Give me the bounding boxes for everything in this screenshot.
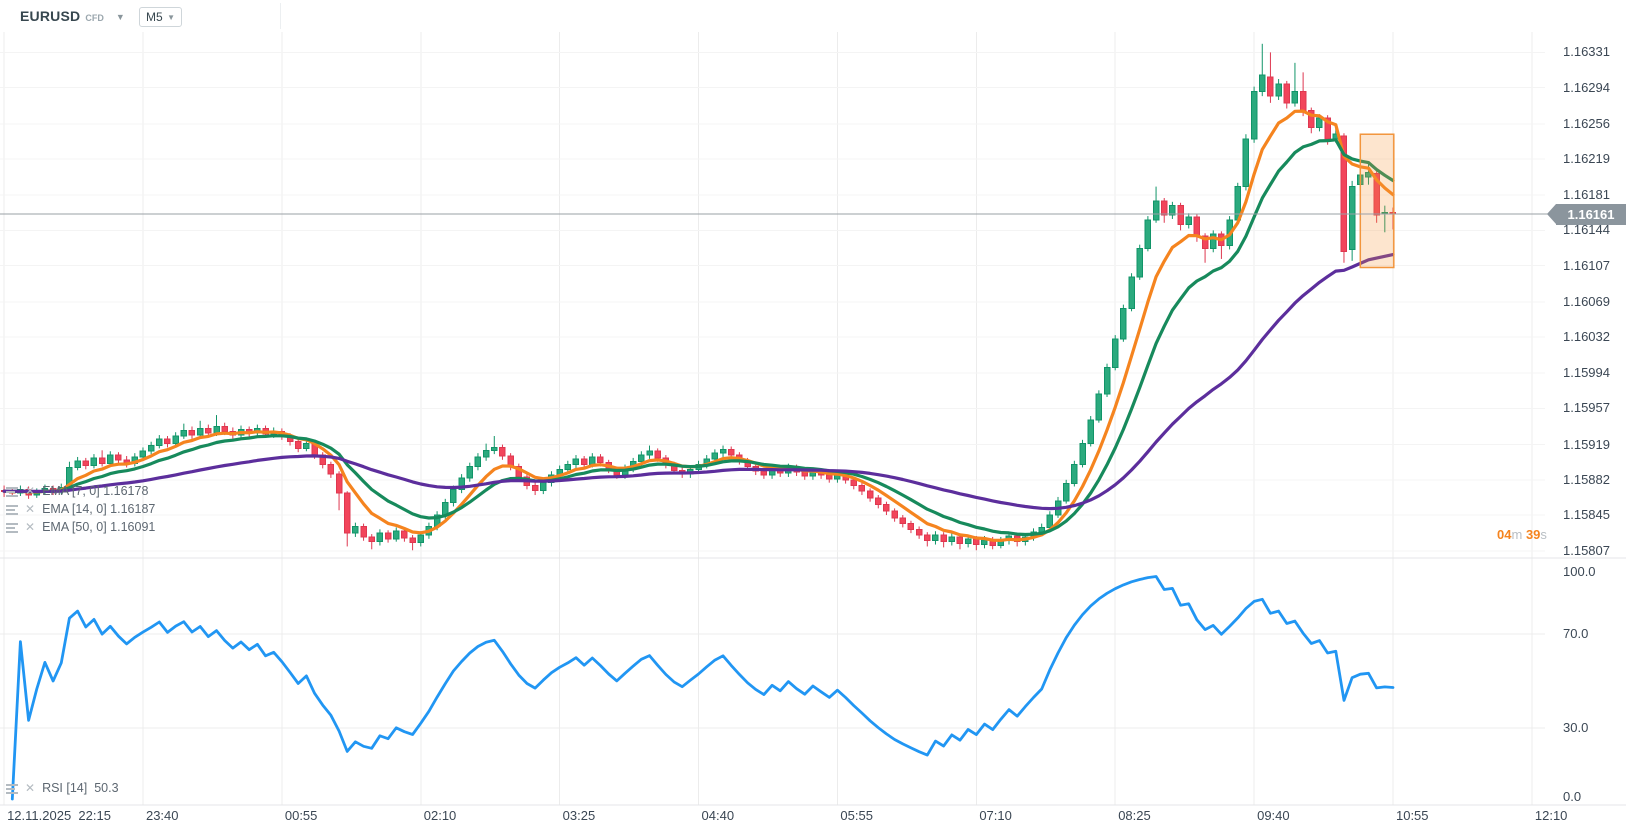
ema14-legend: ✕ EMA [14, 0] 1.16187: [6, 501, 155, 517]
indicator-settings-icon[interactable]: [6, 485, 20, 497]
candle-countdown: 04m 39s: [1497, 527, 1547, 542]
timeframe-label: M5: [146, 10, 163, 24]
indicator-close-icon[interactable]: ✕: [25, 520, 36, 534]
toolbar-divider: [280, 3, 281, 29]
top-bar: EURUSD CFD ▼ M5 ▼: [0, 0, 1626, 32]
current-price-tag: 1.16161: [1547, 204, 1626, 225]
indicator-label: EMA [14, 0] 1.16187: [42, 502, 156, 516]
indicator-label: RSI [14] 50.3: [42, 781, 119, 795]
chevron-down-icon: ▼: [167, 12, 175, 22]
symbol-label: EURUSD: [20, 8, 81, 24]
chevron-down-icon: ▼: [115, 12, 125, 22]
timeframe-dropdown[interactable]: M5 ▼: [139, 7, 182, 27]
indicator-label: EMA [7, 0] 1.16178: [42, 484, 149, 498]
indicator-settings-icon[interactable]: [6, 521, 20, 533]
ema7-legend: ✕ EMA [7, 0] 1.16178: [6, 483, 148, 499]
indicator-close-icon[interactable]: ✕: [25, 502, 36, 516]
indicator-close-icon[interactable]: ✕: [25, 484, 36, 498]
rsi-legend: ✕ RSI [14] 50.3: [6, 780, 119, 796]
symbol-selector[interactable]: EURUSD CFD ▼: [20, 5, 125, 27]
symbol-type-label: CFD: [85, 12, 104, 23]
indicator-label: EMA [50, 0] 1.16091: [42, 520, 156, 534]
indicator-settings-icon[interactable]: [6, 782, 20, 794]
indicator-close-icon[interactable]: ✕: [25, 781, 36, 795]
indicator-settings-icon[interactable]: [6, 503, 20, 515]
ema50-legend: ✕ EMA [50, 0] 1.16091: [6, 519, 155, 535]
current-price-value: 1.16161: [1567, 207, 1615, 222]
